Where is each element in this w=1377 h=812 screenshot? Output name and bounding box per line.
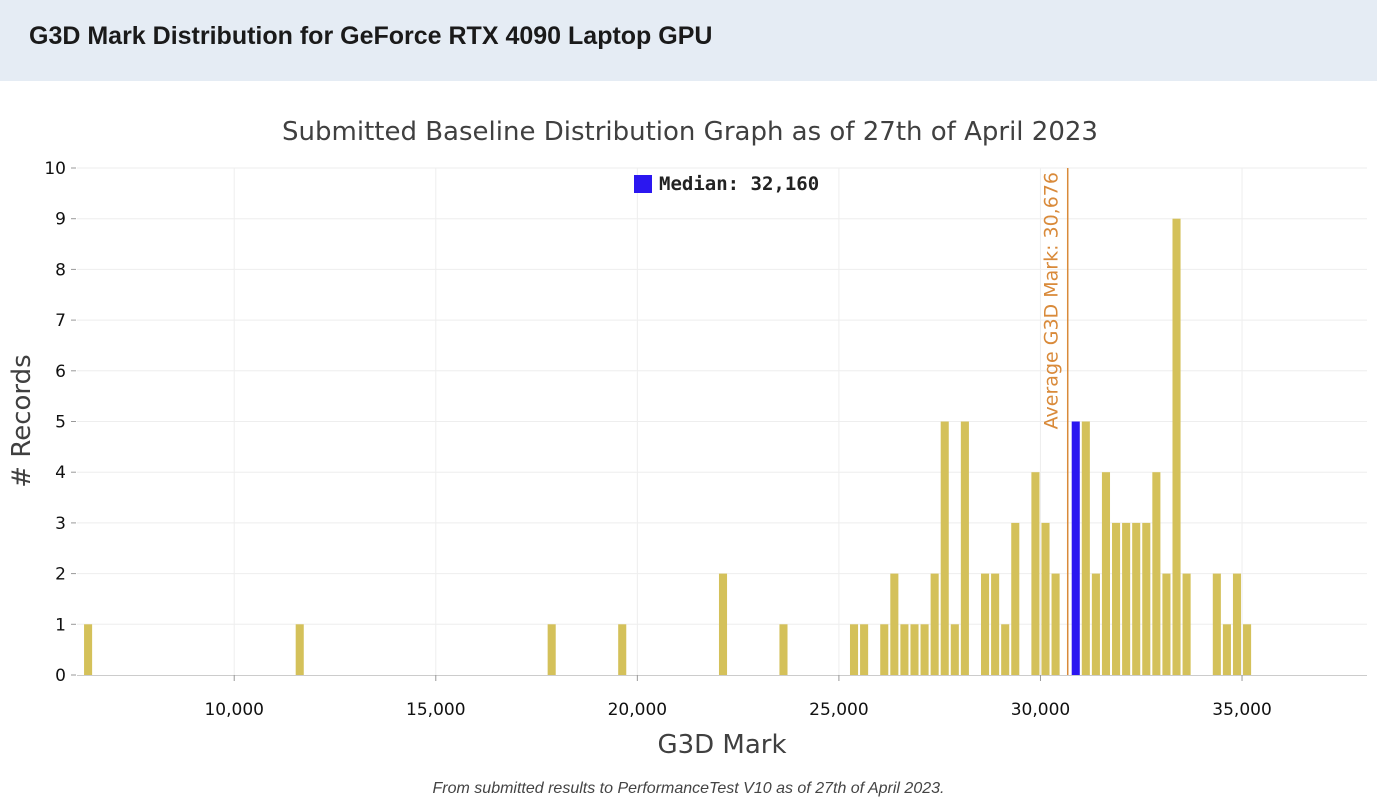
histogram-bar xyxy=(1142,522,1151,675)
histogram-bar xyxy=(910,624,919,675)
histogram-bar xyxy=(950,624,959,675)
axes: 0 1 2 3 4 5 6 7 8 9 10 10,000 15,000 20,000 25,000 30,0… xyxy=(44,159,1367,720)
y-tick-label: 9 xyxy=(55,210,66,230)
histogram-bar xyxy=(1172,218,1181,675)
gridlines xyxy=(77,167,1367,675)
histogram-bar xyxy=(1132,522,1141,675)
histogram-bar xyxy=(547,624,556,675)
histogram-bar xyxy=(849,624,859,675)
histogram-bar xyxy=(1001,624,1010,675)
median-bar xyxy=(1071,421,1080,675)
legend-median-label: Median: 32,160 xyxy=(659,173,819,195)
histogram-bar xyxy=(1041,522,1050,675)
y-tick-label: 7 xyxy=(55,311,66,331)
histogram-bar xyxy=(930,573,939,675)
y-tick-label: 4 xyxy=(55,463,66,483)
legend: Median: 32,160 xyxy=(634,173,819,195)
y-tick-label: 0 xyxy=(55,666,66,686)
chart-footnote: From submitted results to PerformanceTes… xyxy=(432,780,945,797)
page-title: G3D Mark Distribution for GeForce RTX 40… xyxy=(29,22,713,50)
x-tick-label: 20,000 xyxy=(608,700,667,720)
histogram-bar xyxy=(295,624,304,675)
x-tick-label: 10,000 xyxy=(204,700,263,720)
histogram-bar xyxy=(1152,472,1161,675)
x-axis-label: G3D Mark xyxy=(657,730,786,760)
x-tick-label: 35,000 xyxy=(1212,700,1271,720)
chart-title: Submitted Baseline Distribution Graph as… xyxy=(282,117,1098,147)
histogram-bar xyxy=(718,573,728,675)
histogram-bar xyxy=(1091,573,1100,675)
y-tick-label: 2 xyxy=(55,565,66,585)
histogram-bar xyxy=(1182,573,1191,675)
y-tick-label: 8 xyxy=(55,260,66,280)
y-tick-label: 5 xyxy=(55,413,66,433)
histogram-bar xyxy=(940,421,949,675)
histogram-bars xyxy=(84,218,1252,675)
histogram-bar xyxy=(1232,573,1242,675)
histogram-bar xyxy=(1122,522,1131,675)
histogram-bar xyxy=(1162,573,1171,675)
histogram-bar xyxy=(1011,522,1020,675)
x-tick-label: 30,000 xyxy=(1011,700,1070,720)
histogram-bar xyxy=(960,421,969,675)
histogram-bar xyxy=(1112,522,1121,675)
histogram-bar xyxy=(981,573,990,675)
histogram-bar xyxy=(880,624,889,675)
histogram-bar xyxy=(900,624,909,675)
histogram-bar xyxy=(860,624,869,675)
x-tick-label: 25,000 xyxy=(809,700,868,720)
average-marker-label: Average G3D Mark: 30,676 xyxy=(1041,172,1063,429)
y-tick-label: 10 xyxy=(44,159,66,179)
histogram-bar xyxy=(1081,421,1090,675)
legend-median-swatch xyxy=(634,175,652,193)
histogram-bar xyxy=(920,624,929,675)
y-axis-label: # Records xyxy=(7,354,37,487)
histogram-bar xyxy=(1243,624,1252,675)
histogram-bar xyxy=(1031,472,1040,675)
y-tick-label: 1 xyxy=(55,615,66,635)
histogram-bar xyxy=(618,624,627,675)
histogram-bar xyxy=(1222,624,1231,675)
histogram-bar xyxy=(991,573,1000,675)
histogram-bar xyxy=(1101,472,1111,675)
histogram-bar xyxy=(84,624,93,675)
y-tick-label: 3 xyxy=(55,514,66,534)
histogram-bar xyxy=(1051,573,1060,675)
page-header: G3D Mark Distribution for GeForce RTX 40… xyxy=(0,0,1377,81)
distribution-chart: Submitted Baseline Distribution Graph as… xyxy=(7,117,1367,760)
x-tick-label: 15,000 xyxy=(406,700,465,720)
histogram-bar xyxy=(779,624,788,675)
y-tick-label: 6 xyxy=(55,362,66,382)
histogram-bar xyxy=(1212,573,1221,675)
histogram-bar xyxy=(890,573,899,675)
